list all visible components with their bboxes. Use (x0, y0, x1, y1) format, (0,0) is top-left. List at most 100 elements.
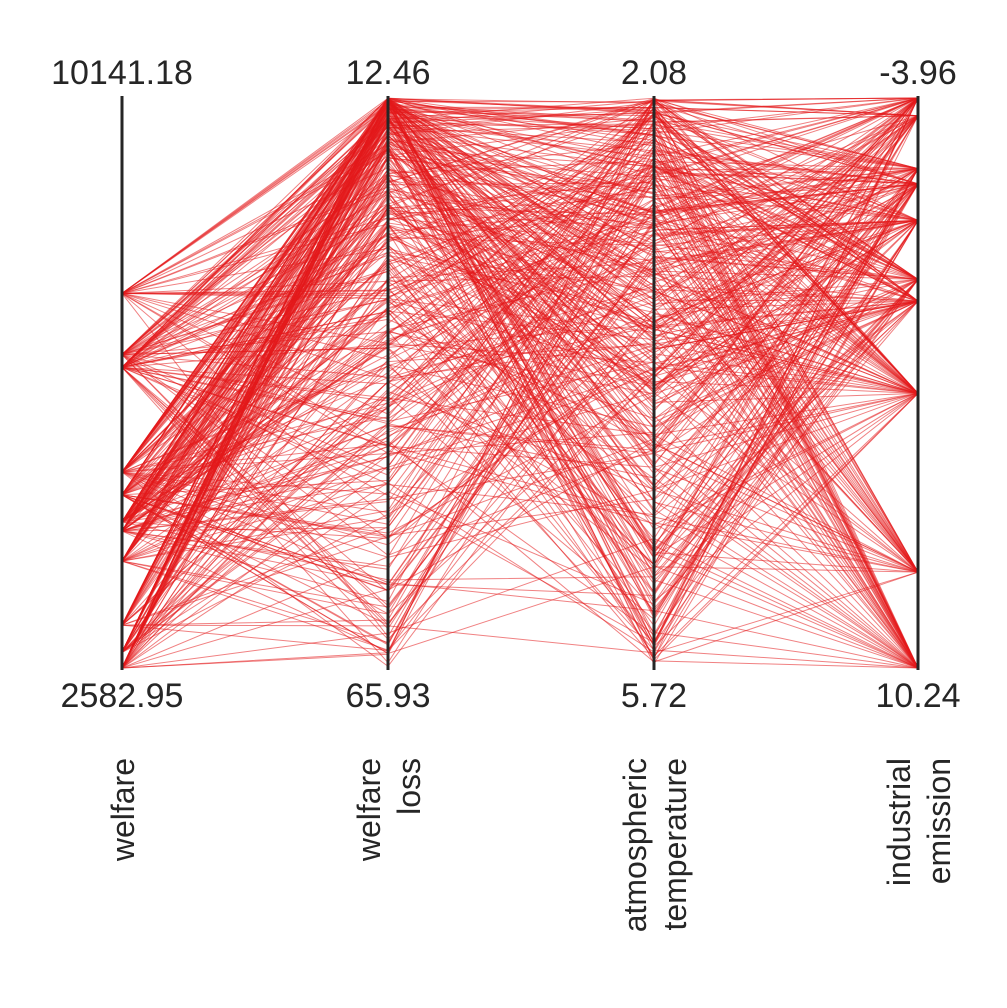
polyline (121, 127, 919, 653)
polyline (121, 136, 919, 368)
polyline (121, 113, 919, 532)
polyline (121, 119, 919, 368)
axis-name-label: welfare (105, 758, 141, 862)
polyline (121, 183, 919, 523)
polyline (121, 292, 919, 573)
polyline (121, 193, 919, 573)
axis-bottom-label: 5.72 (621, 677, 687, 715)
polyline (121, 183, 919, 471)
polyline (121, 173, 919, 626)
polyline (121, 108, 919, 573)
polyline (121, 122, 919, 652)
polyline (121, 97, 919, 669)
axis-name-label: temperature (657, 758, 693, 931)
polyline (121, 160, 919, 523)
polyline (121, 438, 919, 669)
polyline (121, 99, 919, 438)
polyline (121, 99, 919, 669)
polyline (121, 262, 919, 669)
polyline (121, 120, 919, 355)
polyline (121, 97, 919, 387)
polyline (121, 220, 919, 653)
polyline (121, 115, 919, 562)
axis-name-label: emission (921, 758, 957, 884)
polyline (121, 112, 919, 669)
polyline (121, 120, 919, 669)
polyline (121, 147, 919, 646)
polyline (121, 97, 919, 496)
axis-bottom-label: 10.24 (875, 677, 960, 715)
polyline (121, 99, 919, 661)
polyline (121, 97, 919, 626)
axis-name-label: atmospheric (617, 758, 653, 932)
axis-name-label: welfare (351, 758, 387, 862)
polyline (121, 102, 919, 645)
polyline (121, 292, 919, 669)
polyline (121, 170, 919, 638)
polyline (121, 153, 919, 669)
polyline (121, 115, 919, 567)
axis-bottom-label: 2582.95 (61, 677, 184, 715)
polyline (121, 144, 919, 570)
polyline (121, 115, 919, 653)
polyline (121, 178, 919, 644)
polyline (121, 168, 919, 368)
polyline (121, 99, 919, 653)
polyline (121, 100, 919, 496)
polyline (121, 537, 919, 669)
polyline (121, 168, 919, 523)
polyline (121, 99, 919, 473)
polyline (121, 183, 919, 626)
polyline (121, 322, 919, 669)
polyline (121, 116, 919, 626)
axis-top-label: 2.08 (621, 54, 687, 92)
polyline (121, 151, 919, 456)
polyline (121, 132, 919, 523)
polyline (121, 133, 919, 532)
axis-name-label: industrial (881, 758, 917, 886)
polyline (121, 168, 919, 532)
axis-top-label: 10141.18 (51, 54, 193, 92)
polyline (121, 115, 919, 534)
polyline (121, 306, 919, 669)
axis-top-label: 12.46 (345, 54, 430, 92)
polyline (121, 111, 919, 473)
polyline (121, 183, 919, 377)
polyline (121, 97, 919, 302)
polyline (121, 188, 919, 496)
polyline (121, 168, 919, 295)
polyline (121, 213, 919, 573)
polyline (121, 251, 919, 394)
polyline (121, 124, 919, 573)
polyline (121, 210, 919, 496)
polyline (121, 104, 919, 552)
polyline (121, 279, 919, 581)
polyline (121, 189, 919, 653)
polyline (121, 279, 919, 612)
polyline (121, 97, 919, 473)
polyline (121, 97, 919, 496)
polyline (121, 254, 919, 592)
polyline (121, 140, 919, 669)
polyline (121, 148, 919, 669)
axis-name-label: loss (391, 758, 427, 815)
polyline (121, 168, 919, 669)
polyline (121, 98, 919, 653)
polyline (121, 246, 919, 573)
polyline (121, 168, 919, 523)
polyline (121, 115, 919, 607)
polyline (121, 571, 919, 654)
polyline (121, 97, 919, 573)
axis-bottom-label: 65.93 (345, 677, 430, 715)
polyline (121, 97, 919, 496)
polyline (121, 177, 919, 562)
polyline (121, 99, 919, 669)
polyline (121, 144, 919, 394)
polyline (121, 278, 919, 439)
polyline (121, 279, 919, 566)
polyline (121, 168, 919, 330)
polyline (121, 160, 919, 496)
polyline (121, 97, 919, 615)
